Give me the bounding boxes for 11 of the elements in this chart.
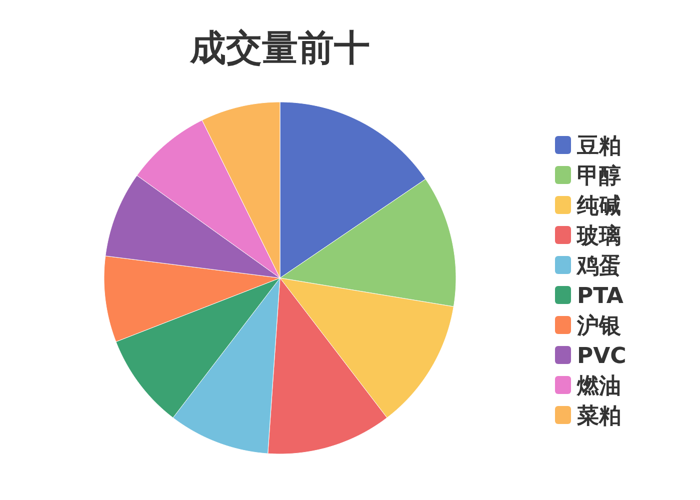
- legend-label: 甲醇: [577, 164, 621, 189]
- legend-label: PTA: [577, 284, 624, 309]
- legend-label: 鸡蛋: [576, 254, 621, 279]
- legend-label: 菜粕: [576, 404, 621, 429]
- legend-label: 豆粕: [576, 134, 621, 159]
- legend-label: PVC: [577, 344, 626, 369]
- legend-label: 沪银: [576, 313, 622, 339]
- legend-label: 纯碱: [576, 194, 621, 219]
- legend-label: 燃油: [576, 374, 621, 399]
- chart-title: 成交量前十: [189, 28, 370, 69]
- legend-label: 玻璃: [576, 223, 621, 249]
